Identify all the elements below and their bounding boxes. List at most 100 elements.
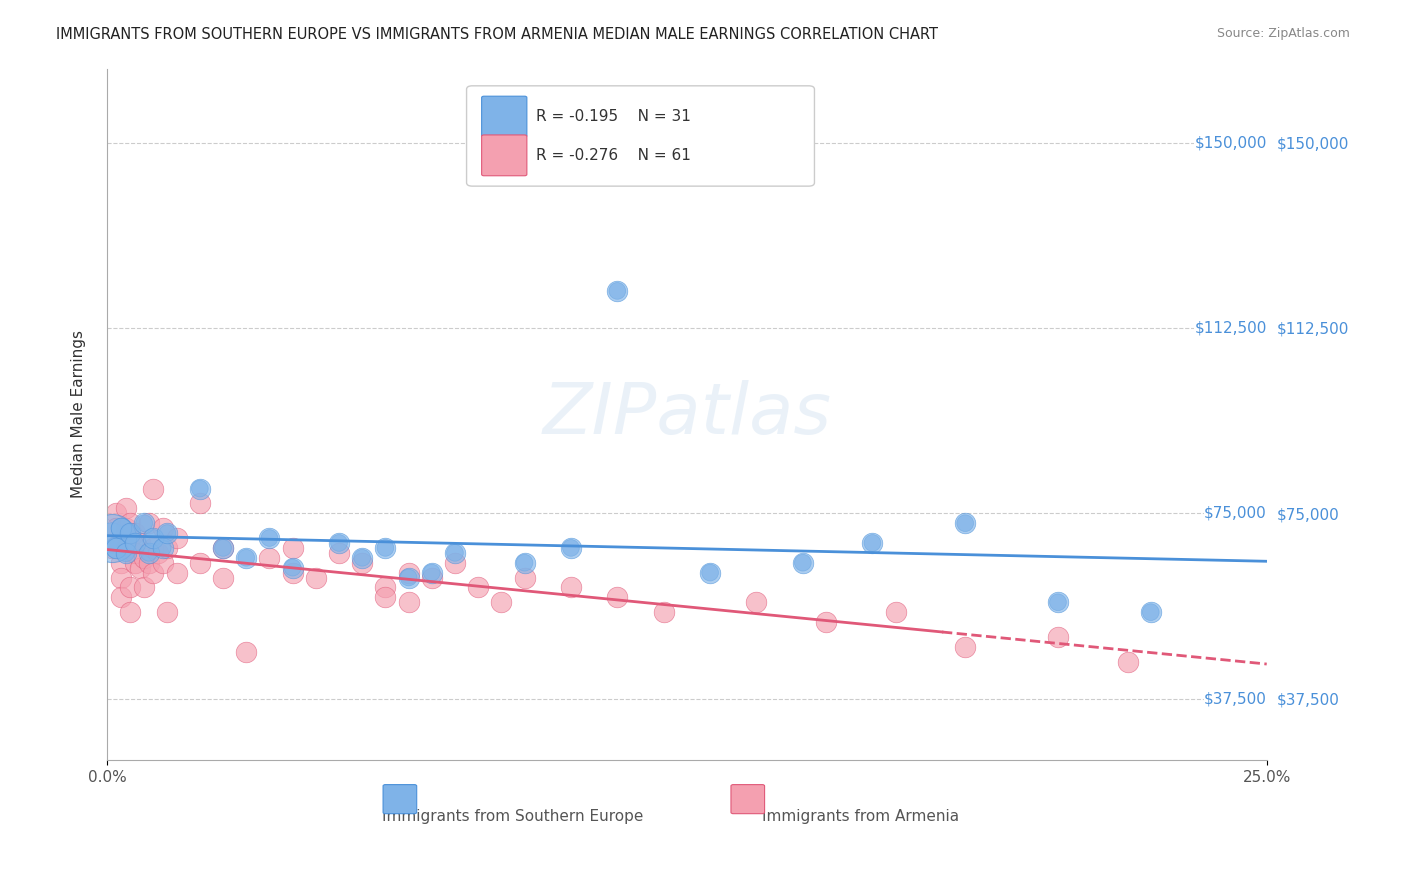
- Point: [352, 550, 374, 565]
- Y-axis label: Median Male Earnings: Median Male Earnings: [72, 330, 86, 499]
- Point: [124, 556, 146, 570]
- Point: [138, 546, 160, 560]
- FancyBboxPatch shape: [467, 86, 814, 186]
- Point: [398, 570, 420, 584]
- Point: [120, 526, 142, 541]
- Point: [420, 566, 443, 580]
- Point: [1139, 605, 1161, 619]
- Point: [815, 615, 838, 629]
- Text: Immigrants from Southern Europe: Immigrants from Southern Europe: [382, 809, 644, 824]
- Point: [212, 541, 235, 555]
- Point: [398, 570, 420, 584]
- Point: [235, 550, 257, 565]
- Text: R = -0.276    N = 61: R = -0.276 N = 61: [536, 147, 690, 162]
- Point: [606, 284, 628, 298]
- Point: [114, 546, 136, 560]
- Point: [420, 570, 443, 584]
- Point: [188, 482, 211, 496]
- Point: [259, 550, 281, 565]
- Point: [110, 591, 132, 605]
- Point: [120, 516, 142, 531]
- Point: [120, 581, 142, 595]
- Point: [235, 645, 257, 659]
- Point: [352, 550, 374, 565]
- Point: [281, 560, 304, 574]
- Point: [212, 570, 235, 584]
- Point: [699, 566, 721, 580]
- Point: [374, 541, 396, 555]
- Point: [134, 581, 156, 595]
- Point: [138, 546, 160, 560]
- Point: [1139, 605, 1161, 619]
- Point: [884, 605, 907, 619]
- Point: [953, 516, 976, 531]
- Point: [374, 581, 396, 595]
- Point: [352, 556, 374, 570]
- Point: [328, 536, 350, 550]
- Point: [188, 496, 211, 510]
- Point: [606, 591, 628, 605]
- Point: [156, 526, 179, 541]
- Text: ZIPatlas: ZIPatlas: [543, 380, 831, 449]
- Point: [110, 556, 132, 570]
- Point: [156, 526, 179, 541]
- FancyBboxPatch shape: [731, 785, 765, 814]
- Point: [152, 541, 174, 555]
- Point: [212, 541, 235, 555]
- Point: [142, 531, 165, 545]
- Point: [188, 482, 211, 496]
- Point: [281, 566, 304, 580]
- Point: [100, 531, 122, 545]
- Point: [120, 531, 142, 545]
- Point: [152, 556, 174, 570]
- Point: [560, 581, 582, 595]
- Text: $75,000: $75,000: [1204, 506, 1267, 521]
- Point: [1116, 655, 1139, 669]
- Point: [124, 536, 146, 550]
- Point: [152, 521, 174, 535]
- Text: IMMIGRANTS FROM SOUTHERN EUROPE VS IMMIGRANTS FROM ARMENIA MEDIAN MALE EARNINGS : IMMIGRANTS FROM SOUTHERN EUROPE VS IMMIG…: [56, 27, 938, 42]
- Text: $112,500: $112,500: [1194, 320, 1267, 335]
- Text: Immigrants from Armenia: Immigrants from Armenia: [762, 809, 959, 824]
- FancyBboxPatch shape: [482, 135, 527, 176]
- Point: [100, 541, 122, 555]
- Point: [134, 550, 156, 565]
- Point: [120, 526, 142, 541]
- Text: Source: ZipAtlas.com: Source: ZipAtlas.com: [1216, 27, 1350, 40]
- Point: [156, 541, 179, 555]
- Point: [259, 531, 281, 545]
- Point: [142, 531, 165, 545]
- Point: [105, 506, 128, 520]
- Point: [281, 541, 304, 555]
- Point: [491, 595, 513, 609]
- Point: [374, 591, 396, 605]
- Point: [862, 536, 884, 550]
- Point: [114, 541, 136, 555]
- Point: [146, 546, 169, 560]
- Point: [114, 521, 136, 535]
- Point: [259, 531, 281, 545]
- Point: [792, 556, 814, 570]
- Point: [699, 566, 721, 580]
- Text: $150,000: $150,000: [1194, 136, 1267, 150]
- Point: [166, 566, 188, 580]
- Point: [374, 541, 396, 555]
- Point: [134, 516, 156, 531]
- Point: [398, 566, 420, 580]
- Point: [105, 541, 128, 555]
- Text: $37,500: $37,500: [1204, 691, 1267, 706]
- Point: [114, 546, 136, 560]
- Point: [120, 605, 142, 619]
- Point: [652, 605, 675, 619]
- Point: [156, 605, 179, 619]
- Point: [467, 581, 489, 595]
- Point: [142, 566, 165, 580]
- Point: [110, 521, 132, 535]
- Point: [114, 501, 136, 516]
- Point: [134, 516, 156, 531]
- Point: [100, 531, 122, 545]
- Point: [328, 546, 350, 560]
- Point: [138, 516, 160, 531]
- Point: [745, 595, 768, 609]
- Point: [110, 570, 132, 584]
